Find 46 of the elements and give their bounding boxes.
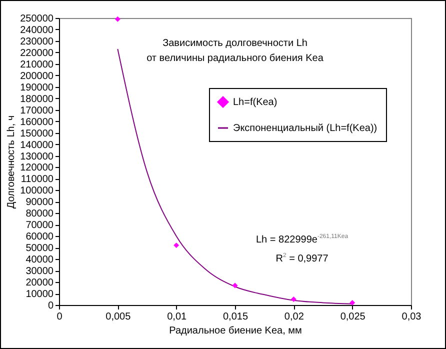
text: от величины радиального биения Kea	[146, 53, 324, 64]
x-tick-label: 0,025	[340, 312, 366, 322]
y-tick-label: 70000	[26, 220, 54, 232]
y-tick-label: 200000	[20, 70, 54, 82]
y-tick-label: 100000	[20, 186, 54, 197]
text: Зависимость долговечности Lh	[162, 38, 308, 49]
x-axis-title: Радиальное биение Kea, мм	[169, 326, 302, 336]
y-tick-label: 230000	[20, 36, 54, 48]
x-tick-label: 0,005	[106, 312, 132, 322]
y-tick-label: 130000	[20, 151, 54, 162]
legend-label: Экспоненциальный (Lh=f(Kea))	[233, 123, 378, 134]
x-tick-label: 0,015	[222, 312, 248, 322]
y-tick-label: 190000	[20, 82, 54, 94]
point	[114, 16, 120, 22]
y-tick-label: 30000	[26, 266, 54, 278]
y-tick-label: 40000	[26, 254, 54, 266]
y-tick-label: 180000	[20, 94, 54, 105]
y-tick-label: 150000	[20, 128, 54, 140]
y-tick-label: 250000	[20, 14, 54, 24]
y-tick-label: 210000	[20, 59, 54, 70]
y-tick-label: 240000	[20, 24, 54, 36]
x-tick-label: 0	[56, 312, 63, 322]
y-tick-label: 20000	[26, 278, 54, 289]
y-tick-label: 90000	[26, 197, 54, 208]
point	[350, 300, 356, 306]
y-tick-label: 10000	[26, 289, 54, 300]
x-tick-label: 0,02	[284, 312, 304, 322]
y-tick-label: 0	[48, 300, 54, 312]
x-tick-label: 0,01	[167, 312, 187, 322]
y-tick-label: 160000	[20, 116, 54, 128]
point	[232, 282, 238, 288]
annotation: Lh = 822999e$^{-261,11Kea}$	[256, 232, 348, 248]
point	[290, 296, 296, 302]
x-tick-label: 0,03	[402, 312, 422, 322]
point	[174, 242, 180, 248]
y-tick-label: 220000	[20, 48, 54, 59]
y-tick-label: 120000	[20, 162, 54, 174]
y-tick-label: 60000	[26, 232, 54, 243]
y-tick-label: 170000	[20, 105, 54, 116]
y-tick-label: 110000	[20, 174, 54, 186]
annotation: R$^{2}$ = 0,9977	[274, 252, 330, 267]
y-tick-label: 140000	[20, 140, 54, 151]
y-tick-label: 50000	[26, 243, 54, 254]
y-axis-title: Долговечность Lh, ч	[6, 115, 18, 209]
y-tick-label: 80000	[26, 208, 54, 220]
legend-label: Lh=f(Kea)	[233, 97, 278, 108]
